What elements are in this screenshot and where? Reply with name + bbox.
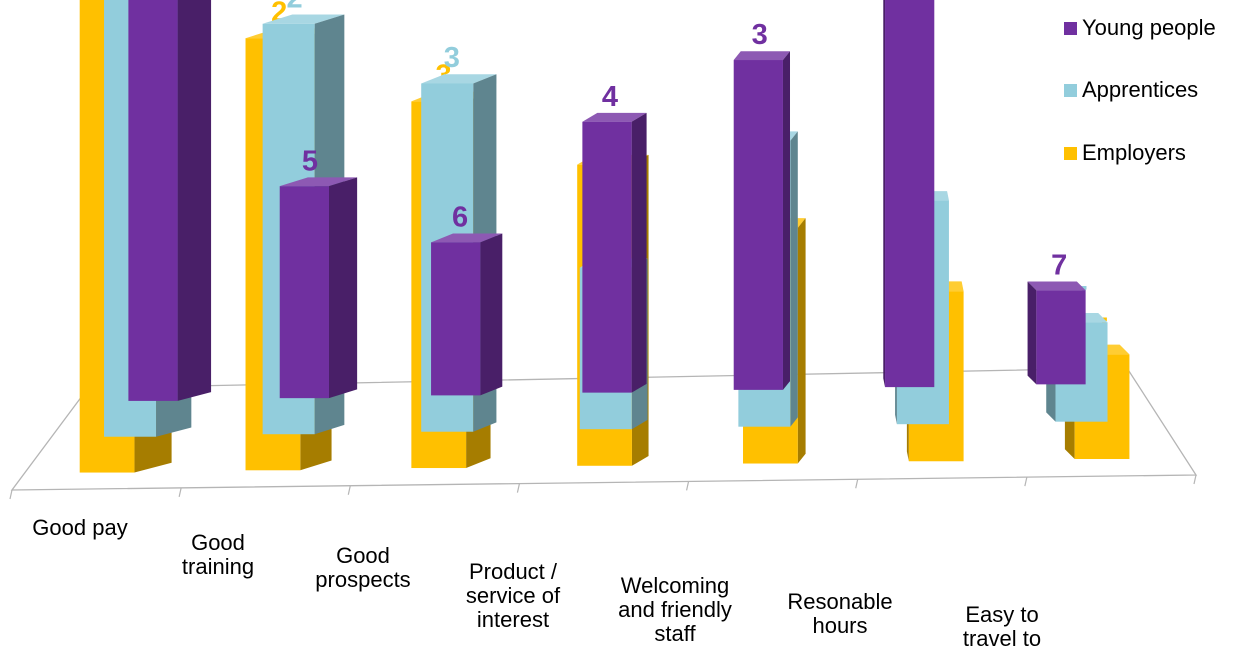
category-tick: [1024, 477, 1028, 487]
bar-front-face: [1036, 290, 1086, 385]
bar-front-face: [582, 121, 632, 393]
bar-side-face: [797, 218, 806, 464]
bar-rank-label: 5: [302, 145, 318, 177]
bar-front-face: [128, 0, 178, 401]
category-label-good-training: Good training: [182, 530, 254, 579]
bar-rank-label: 4: [602, 81, 618, 113]
bar-side-face: [328, 177, 358, 399]
category-label-good-pay: Good pay: [32, 515, 127, 540]
bar-top-face: [279, 177, 358, 187]
legend-item-apprentices: Apprentices: [1064, 76, 1198, 104]
bar-rank-label: 3: [444, 42, 460, 74]
category-tick: [9, 489, 13, 500]
bar-side-face: [1027, 281, 1037, 385]
category-tick: [516, 483, 521, 493]
category-label-welcoming-and-friendly-staff: Welcoming and friendly staff: [618, 573, 732, 646]
bar-top-face: [262, 14, 345, 24]
category-tick: [1193, 474, 1197, 485]
bar-front-face: [431, 242, 481, 396]
bar-rank-label: 2: [287, 0, 303, 14]
bar-side-face: [631, 112, 647, 393]
bar-young-people-good-training: 5: [279, 145, 358, 399]
bar-front-face: [885, 0, 935, 388]
category-tick: [347, 485, 351, 495]
category-label-good-prospects: Good prospects: [315, 543, 410, 592]
bar-rank-label: 3: [752, 19, 768, 51]
legend-swatch-young-people: [1064, 21, 1077, 35]
category-tick: [178, 487, 182, 497]
bar-young-people-easy-to-travel-to: 7: [1027, 249, 1086, 385]
bar-top-face: [1027, 281, 1086, 291]
bar-top-face: [431, 233, 503, 243]
category-label-resonable-hours: Resonable hours: [787, 589, 892, 638]
legend-item-young-people: Young people: [1064, 14, 1216, 42]
category-label-easy-to-travel-to: Easy to travel to: [963, 602, 1041, 651]
bar-side-face: [480, 233, 503, 396]
bar-rank-label: 7: [1051, 249, 1067, 281]
bar-side-face: [790, 131, 798, 427]
category-label-product-service-of-interest: Product / service of interest: [466, 559, 561, 632]
category-tick: [685, 481, 690, 491]
legend-swatch-apprentices: [1064, 83, 1077, 97]
bar-young-people-product-service-of-interest: 4: [582, 81, 647, 393]
legend-label: Apprentices: [1082, 77, 1199, 102]
bar-young-people-good-pay: 1: [128, 0, 212, 401]
bar-front-face: [279, 186, 329, 399]
bar-rank-label: 6: [452, 202, 468, 234]
bar-front-face: [733, 60, 783, 390]
bar-young-people-resonable-hours: 2: [883, 0, 935, 388]
bar-side-face: [883, 0, 886, 388]
bar-young-people-welcoming-and-friendly-staff: 3: [733, 19, 791, 390]
legend-label: Employers: [1082, 140, 1186, 165]
bar-top-face: [733, 51, 791, 61]
bar-side-face: [782, 51, 791, 390]
bar-series: 123456712364571564327: [79, 0, 1130, 473]
bar-top-face: [421, 74, 497, 84]
category-axis-labels: Good pay Good training Good prospects Product…: [32, 515, 1041, 651]
bar-side-face: [177, 0, 212, 401]
legend-item-employers: Employers: [1064, 139, 1186, 167]
bar-young-people-good-prospects: 6: [431, 202, 503, 396]
legend-label: Young people: [1082, 15, 1216, 40]
category-tick: [855, 479, 859, 489]
legend-swatch-employers: [1064, 146, 1077, 160]
bar-top-face: [582, 112, 647, 122]
